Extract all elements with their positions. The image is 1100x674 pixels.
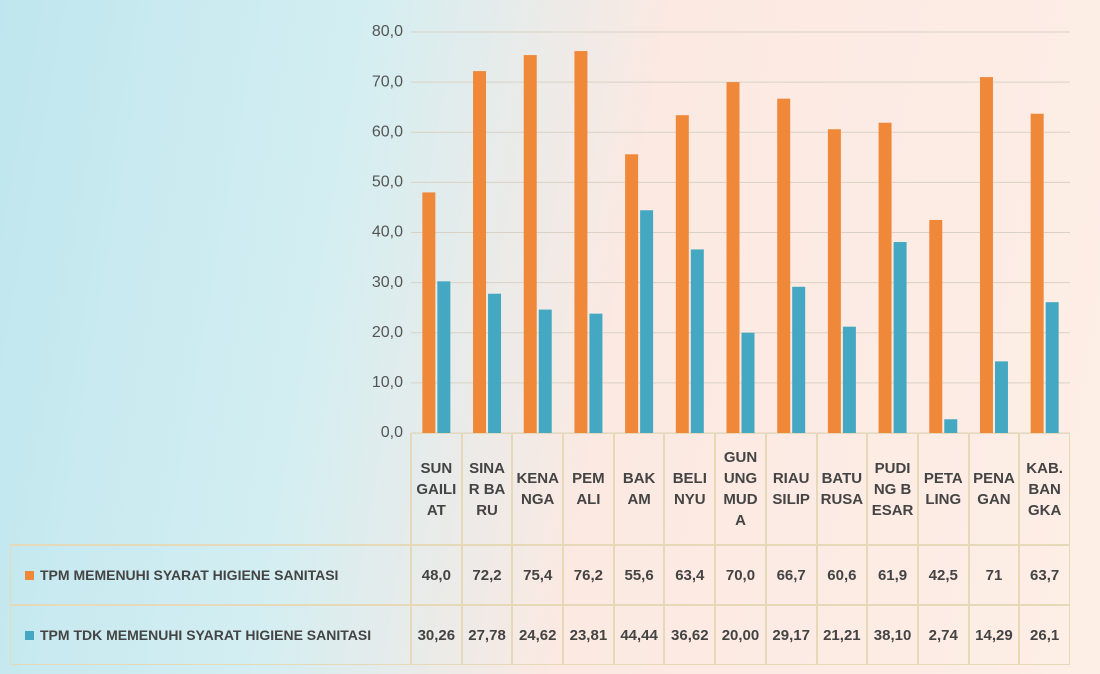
category-label: BELINYU: [664, 433, 716, 545]
bar: [437, 281, 451, 433]
bar: [675, 115, 689, 434]
bar: [979, 77, 993, 434]
legend-swatch: [25, 570, 34, 580]
value-label: 66,7: [765, 545, 817, 605]
bar: [944, 419, 958, 433]
value-label: 30,26: [411, 605, 462, 665]
value-label: 72,2: [461, 545, 513, 605]
value-label: 24,62: [512, 605, 564, 665]
bar: [488, 293, 502, 433]
value-label: 70,0: [715, 545, 766, 605]
value-label: 76,2: [563, 545, 614, 605]
category-label: RIAU SILIP: [765, 433, 817, 545]
value-label: 48,0: [411, 545, 462, 605]
value-label: 63,4: [664, 545, 716, 605]
value-label: 61,9: [867, 545, 918, 605]
bar: [827, 129, 841, 433]
category-label: PUDING BESAR: [867, 433, 918, 545]
y-tick-label: 50,0: [372, 174, 403, 191]
category-label: PETALING: [917, 433, 969, 545]
category-label: PEMALI: [563, 433, 614, 545]
category-label: GUNUNG MUDA: [715, 433, 766, 545]
legend-swatch: [25, 630, 34, 640]
bar: [726, 82, 740, 433]
value-label: 14,29: [968, 605, 1020, 665]
value-label: 63,7: [1019, 545, 1070, 605]
y-tick-label: 60,0: [372, 123, 403, 140]
value-label: 21,21: [816, 605, 868, 665]
bar: [523, 55, 537, 434]
y-tick-label: 0,0: [381, 424, 403, 441]
value-label: 29,17: [765, 605, 817, 665]
value-label: 60,6: [816, 545, 868, 605]
bar: [777, 98, 791, 433]
category-label: PENAGAN: [968, 433, 1020, 545]
category-label: SUNGAILIAT: [411, 433, 462, 545]
bar: [741, 332, 755, 433]
value-label: 23,81: [563, 605, 614, 665]
category-label: KAB. BANGKA: [1019, 433, 1070, 545]
value-label: 44,44: [613, 605, 665, 665]
bar: [589, 313, 603, 433]
category-label: BAKAM: [613, 433, 665, 545]
value-label: 2,74: [917, 605, 969, 665]
value-label: 27,78: [461, 605, 513, 665]
bar: [842, 326, 856, 433]
y-tick-label: 20,0: [372, 324, 403, 341]
bar: [422, 192, 436, 433]
value-label: 55,6: [613, 545, 665, 605]
value-label: 75,4: [512, 545, 564, 605]
value-label: 26,1: [1019, 605, 1070, 665]
value-label: 38,10: [867, 605, 918, 665]
y-tick-label: 40,0: [372, 224, 403, 241]
bar: [929, 219, 943, 433]
bar: [473, 71, 487, 433]
y-tick-label: 30,0: [372, 274, 403, 291]
y-tick-label: 80,0: [372, 23, 403, 40]
value-label: 42,5: [917, 545, 969, 605]
legend-entry: TPM MEMENUHI SYARAT HIGIENE SANITASI: [10, 545, 411, 605]
value-label: 20,00: [715, 605, 766, 665]
bar: [994, 361, 1008, 433]
legend-label: TPM TDK MEMENUHI SYARAT HIGIENE SANITASI: [40, 627, 372, 643]
bar: [1045, 302, 1059, 433]
bar: [792, 286, 806, 433]
value-label: 71: [968, 545, 1020, 605]
bar: [574, 51, 588, 434]
value-label: 36,62: [664, 605, 716, 665]
legend-entry: TPM TDK MEMENUHI SYARAT HIGIENE SANITASI: [10, 605, 411, 665]
legend-label: TPM MEMENUHI SYARAT HIGIENE SANITASI: [40, 567, 339, 583]
category-label: BATURUSA: [816, 433, 868, 545]
bar: [878, 122, 892, 433]
bar: [690, 249, 704, 433]
category-label: SINAR BARU: [461, 433, 513, 545]
bar: [538, 309, 552, 433]
y-tick-label: 70,0: [372, 73, 403, 90]
table-corner: [10, 433, 411, 545]
bar: [1030, 113, 1044, 434]
y-tick-label: 10,0: [372, 374, 403, 391]
bar: [893, 242, 907, 433]
category-label: KENANGA: [512, 433, 564, 545]
bar: [625, 154, 639, 433]
bar: [640, 210, 654, 433]
